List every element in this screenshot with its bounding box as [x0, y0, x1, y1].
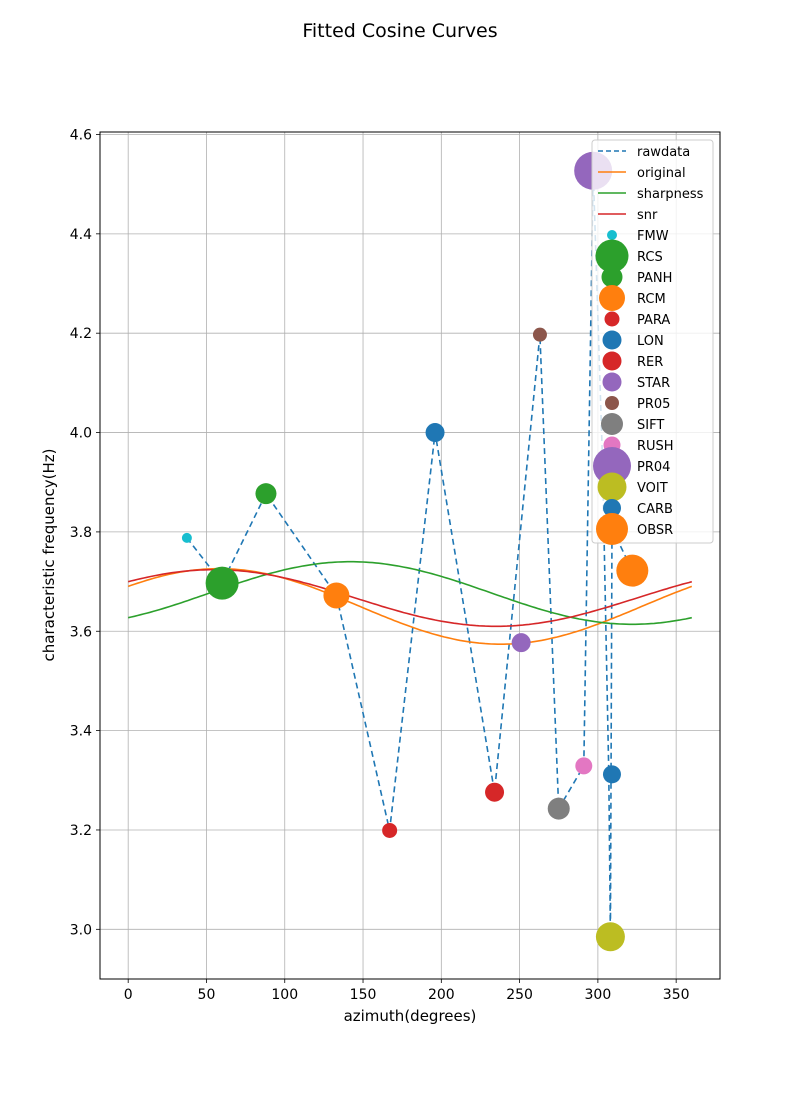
y-axis-ticks: 3.0 3.2 3.4 3.6 3.8 4.0 4.2 4.4 4.6: [70, 127, 100, 938]
point-fmw: [181, 532, 192, 543]
legend-label: PANH: [637, 271, 672, 286]
x-tick-label: 350: [663, 987, 690, 1003]
legend-label: SIFT: [637, 418, 664, 433]
legend-label: LON: [637, 334, 664, 349]
y-tick-label: 3.8: [70, 525, 92, 541]
station-points: [181, 151, 649, 952]
point-voit: [595, 922, 625, 952]
point-panh: [255, 483, 277, 505]
legend-marker-pr05: [605, 396, 619, 410]
legend-marker-rcs: [595, 239, 629, 273]
legend-label: RCM: [637, 292, 666, 307]
legend-label: RCS: [637, 250, 663, 265]
y-tick-label: 3.2: [70, 823, 92, 839]
y-tick-label: 3.0: [70, 922, 92, 938]
point-rush: [575, 757, 593, 775]
x-tick-label: 250: [506, 987, 533, 1003]
legend-label: PR05: [637, 397, 670, 412]
legend-marker-rer: [602, 351, 622, 371]
legend-label: original: [637, 166, 686, 181]
x-tick-label: 300: [585, 987, 612, 1003]
point-rcs: [205, 566, 239, 600]
legend: rawdata original sharpness snr FMW RCS PANH RCM…: [591, 139, 714, 545]
legend-label: rawdata: [637, 145, 690, 160]
point-para: [382, 822, 398, 838]
point-rer: [485, 782, 505, 802]
legend-label: PR04: [637, 460, 670, 475]
legend-marker-voit: [597, 472, 627, 502]
legend-label: VOIT: [637, 481, 668, 496]
y-tick-label: 4.6: [70, 127, 92, 143]
legend-label: sharpness: [637, 187, 704, 202]
point-sift: [547, 797, 570, 820]
x-tick-label: 50: [198, 987, 216, 1003]
y-tick-label: 4.2: [70, 326, 92, 342]
y-tick-label: 4.0: [70, 426, 92, 442]
legend-label: RUSH: [637, 439, 674, 454]
x-tick-label: 200: [428, 987, 455, 1003]
point-obsr: [616, 554, 649, 587]
legend-marker-rcm: [599, 285, 625, 311]
legend-marker-lon: [602, 330, 622, 350]
legend-marker-para: [604, 311, 620, 327]
legend-label: CARB: [637, 502, 673, 517]
legend-marker-panh: [601, 266, 623, 288]
chart-title: Fitted Cosine Curves: [302, 20, 497, 42]
point-rcm: [323, 582, 350, 609]
legend-marker-obsr: [596, 513, 628, 545]
x-tick-label: 150: [350, 987, 377, 1003]
legend-label: STAR: [637, 376, 670, 391]
y-tick-label: 3.4: [70, 724, 92, 740]
y-tick-label: 3.6: [70, 624, 92, 640]
point-pr05: [532, 327, 547, 342]
legend-label: RER: [637, 355, 663, 370]
point-carb: [602, 765, 621, 784]
legend-marker-sift: [601, 413, 623, 435]
plot-frame: [99, 131, 721, 980]
legend-label: PARA: [637, 313, 670, 328]
y-tick-label: 4.4: [70, 227, 92, 243]
series-line-rawdata: [186, 170, 634, 937]
x-axis-ticks: 0 50 100 150 200 250 300 350: [124, 979, 690, 1003]
legend-box: [591, 139, 714, 544]
legend-label: snr: [637, 208, 658, 223]
x-axis-label: azimuth(degrees): [344, 1007, 477, 1025]
legend-marker-carb: [603, 499, 621, 517]
point-star: [511, 633, 531, 653]
y-axis-label: characteristic frequency(Hz): [40, 449, 58, 662]
legend-marker-fmw: [607, 230, 617, 240]
legend-marker-star: [602, 372, 622, 392]
x-tick-label: 100: [271, 987, 298, 1003]
legend-label: FMW: [637, 229, 669, 244]
x-tick-label: 0: [124, 987, 133, 1003]
legend-marker-pr04: [593, 447, 631, 485]
legend-label: OBSR: [637, 523, 673, 538]
point-lon: [425, 423, 445, 443]
